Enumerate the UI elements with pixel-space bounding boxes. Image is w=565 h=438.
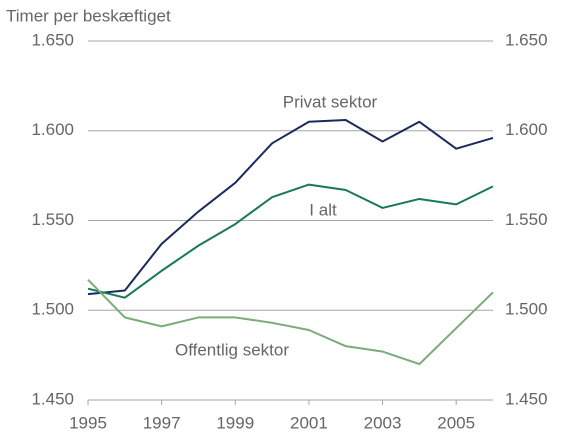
y2-tick-label: 1.550	[505, 210, 548, 229]
y2-tick-label: 1.500	[505, 300, 548, 319]
series-label: Privat sektor	[283, 92, 378, 111]
series-line	[87, 279, 494, 366]
x-tick-label: 2005	[437, 413, 475, 432]
y2-tick-label: 1.450	[505, 389, 548, 408]
x-tick-label: 1995	[69, 413, 107, 432]
y-axis-label: Timer per beskæftiget	[6, 6, 171, 25]
series-line	[87, 118, 494, 296]
y-tick-label: 1.650	[31, 30, 74, 49]
y2-tick-label: 1.650	[505, 30, 548, 49]
x-tick-label: 1999	[216, 413, 254, 432]
x-tick-label: 1997	[143, 413, 181, 432]
y-tick-label: 1.600	[31, 120, 74, 139]
x-tick-label: 2001	[290, 413, 328, 432]
y-tick-label: 1.500	[31, 300, 74, 319]
y-tick-label: 1.450	[31, 389, 74, 408]
series-label: I alt	[309, 200, 337, 219]
x-tick-label: 2003	[364, 413, 402, 432]
series-line	[87, 183, 494, 299]
y2-tick-label: 1.600	[505, 120, 548, 139]
series-label: Offentlig sektor	[175, 340, 289, 359]
y-tick-label: 1.550	[31, 210, 74, 229]
